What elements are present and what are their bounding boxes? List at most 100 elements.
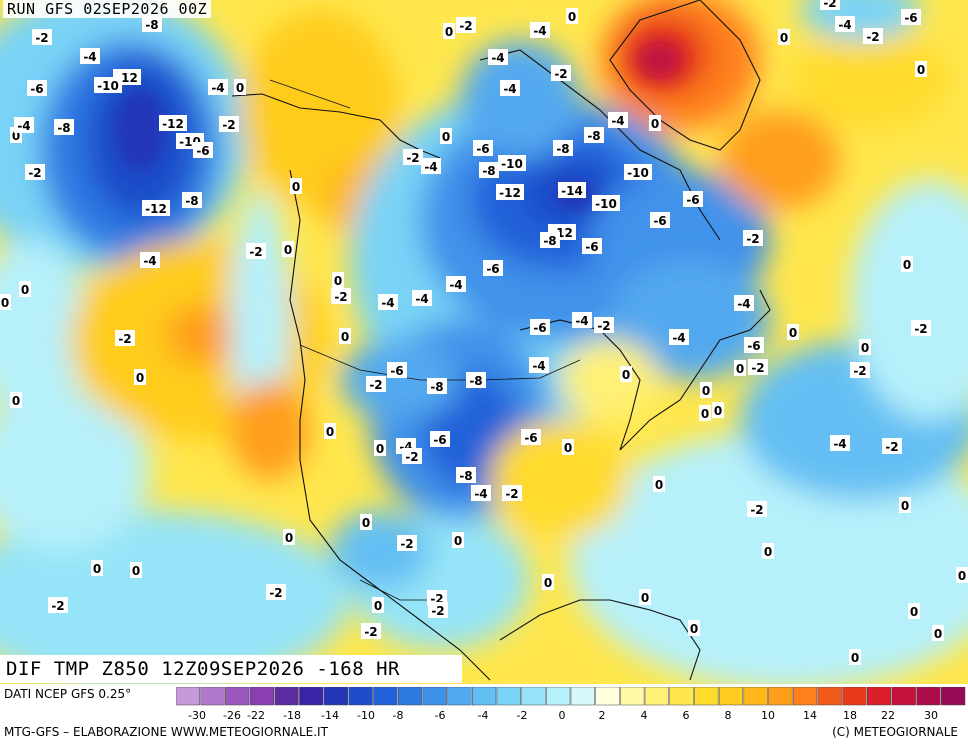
- map-value-box: [778, 29, 790, 45]
- colorbar-label: -18: [283, 709, 301, 722]
- map-value-box: [134, 369, 146, 385]
- colorbar-swatch: [867, 687, 892, 706]
- map-value-box: [542, 574, 554, 590]
- map-value-label: 0: [934, 627, 942, 641]
- map-value-box: [669, 329, 689, 345]
- map-value-label: -8: [469, 374, 482, 388]
- colorbar-swatch: [891, 687, 916, 706]
- colorbar-swatch: [249, 687, 274, 706]
- map-value-label: -2: [400, 537, 413, 551]
- map-value-label: 0: [764, 545, 772, 559]
- map-value-box: [471, 485, 491, 501]
- colorbar-swatch: [792, 687, 818, 706]
- map-value-label: -6: [686, 193, 699, 207]
- map-value-label: -12: [145, 202, 167, 216]
- colorbar-swatch: [743, 687, 768, 706]
- map-value-box: [372, 597, 384, 613]
- colorbar-label: -26: [223, 709, 241, 722]
- map-value-label: 0: [903, 258, 911, 272]
- map-value-box: [421, 158, 441, 174]
- map-value-label: -4: [737, 297, 750, 311]
- colorbar-label: 4: [641, 709, 648, 722]
- map-value-box: [956, 567, 968, 583]
- colorbar-swatch: [299, 687, 324, 706]
- colorbar-swatch: [546, 687, 571, 706]
- map-value-box: [0, 294, 11, 310]
- map-value-box: [608, 112, 628, 128]
- map-value-box: [403, 149, 423, 165]
- map-value-label: -12: [499, 186, 521, 200]
- map-value-box: [584, 127, 604, 143]
- map-value-label: 0: [12, 394, 20, 408]
- map-value-label: -8: [543, 234, 556, 248]
- map-value-box: [620, 366, 632, 382]
- map-value-box: [521, 429, 541, 445]
- map-value-box: [446, 276, 466, 292]
- colorbar-label: -6: [435, 709, 446, 722]
- map-value-box: [649, 115, 661, 131]
- map-value-label: -2: [751, 361, 764, 375]
- colorbar-swatch: [521, 687, 546, 706]
- colorbar-swatch: [496, 687, 521, 706]
- data-source-label: DATI NCEP GFS 0.25°: [4, 687, 132, 701]
- map-value-label: -4: [449, 278, 462, 292]
- colorbar-label: 14: [803, 709, 817, 722]
- colorbar-label: 6: [683, 709, 690, 722]
- map-value-box: [915, 61, 927, 77]
- map-value-label: -2: [746, 232, 759, 246]
- map-value-box: [466, 372, 486, 388]
- map-value-box: [553, 140, 573, 156]
- map-value-box: [488, 49, 508, 65]
- map-value-label: -8: [482, 164, 495, 178]
- map-value-box: [283, 529, 295, 545]
- map-value-label: 0: [374, 599, 382, 613]
- map-value-label: -2: [405, 450, 418, 464]
- colorbar-swatch: [323, 687, 349, 706]
- map-value-box: [10, 392, 22, 408]
- map-value-label: 0: [544, 576, 552, 590]
- map-value-label: -2: [269, 586, 282, 600]
- map-value-label: 0: [442, 130, 450, 144]
- map-value-label: 0: [622, 368, 630, 382]
- credit-left: MTG-GFS – ELABORAZIONE WWW.METEOGIORNALE…: [4, 725, 328, 739]
- map-value-label: 0: [376, 442, 384, 456]
- map-value-label: -4: [533, 24, 546, 38]
- map-value-box: [743, 230, 763, 246]
- map-value-box: [208, 79, 228, 95]
- map-value-box: [140, 252, 160, 268]
- colorbar-label: 2: [599, 709, 606, 722]
- map-value-label: -10: [595, 197, 617, 211]
- map-value-label: 0: [851, 651, 859, 665]
- map-value-box: [142, 200, 170, 216]
- colorbar-swatch: [718, 687, 744, 706]
- map-value-label: 0: [362, 516, 370, 530]
- map-value-label: -2: [554, 67, 567, 81]
- map-value-label: -2: [459, 19, 472, 33]
- map-value-box: [27, 80, 47, 96]
- map-value-label: -4: [838, 18, 851, 32]
- map-value-box: [688, 620, 700, 636]
- map-value-box: [374, 440, 386, 456]
- map-value-label: -6: [524, 431, 537, 445]
- map-value-box: [820, 0, 840, 10]
- map-value-label: -6: [196, 144, 209, 158]
- map-value-box: [266, 584, 286, 600]
- map-value-box: [80, 48, 100, 64]
- map-value-box: [899, 497, 911, 513]
- map-value-label: 0: [334, 274, 342, 288]
- map-value-box: [378, 294, 398, 310]
- map-value-box: [159, 115, 187, 131]
- map-value-label: -2: [118, 332, 131, 346]
- map-value-label: -4: [211, 81, 224, 95]
- map-value-box: [830, 435, 850, 451]
- map-value-box: [428, 602, 448, 618]
- colorbar-label: -14: [321, 709, 339, 722]
- map-value-box: [456, 467, 476, 483]
- footer: DATI NCEP GFS 0.25° -30 -26 -22 -18 -14 -10 -8…: [0, 684, 968, 745]
- colorbar-label: 0: [559, 709, 566, 722]
- map-value-box: [683, 191, 703, 207]
- map-value-box: [246, 243, 266, 259]
- map-value-label: -6: [433, 433, 446, 447]
- colorbar-swatch: [916, 687, 941, 706]
- map-value-label: 0: [445, 25, 453, 39]
